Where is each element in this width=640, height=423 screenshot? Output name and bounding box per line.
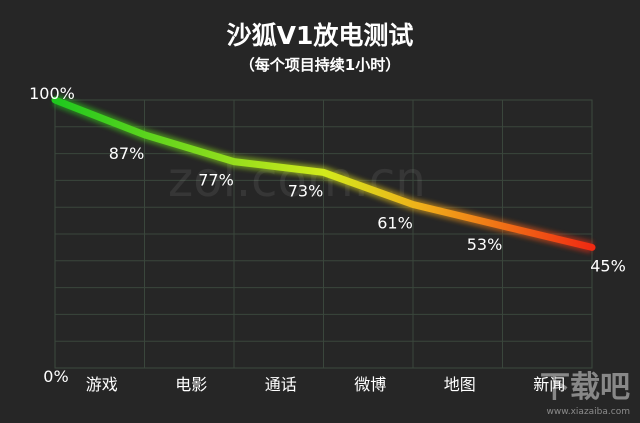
series-line [51,96,596,251]
chart-subtitle: （每个项目持续1小时） [240,56,400,74]
series-line-layer [51,96,596,251]
logo-text: 下载吧 [540,370,630,405]
x-tick-label: 电影 [175,375,207,394]
y-tick-label: 0% [43,367,68,386]
grid [54,99,593,369]
data-label: 61% [377,214,413,233]
x-axis-labels: 游戏 电影 通话 微博 地图 新闻 [86,375,566,394]
data-label: 45% [590,256,626,275]
x-tick-label: 地图 [444,375,476,394]
data-label: 53% [467,235,503,254]
data-labels: 87% 77% 73% 61% 53% 45% [109,144,626,276]
data-label: 77% [198,171,234,190]
logo-url: www.xiazaiba.com [546,407,630,417]
chart-title: 沙狐V1放电测试 [227,21,414,50]
data-label: 87% [109,144,145,163]
site-logo: 下载吧 www.xiazaiba.com [540,370,630,417]
x-tick-label: 微博 [354,375,386,394]
y-axis-labels: 100% 0% [29,84,75,386]
y-tick-label: 100% [29,84,75,103]
x-tick-label: 新闻 [533,375,565,394]
x-tick-label: 游戏 [86,375,118,394]
data-label: 73% [288,181,324,200]
x-tick-label: 通话 [265,375,297,394]
